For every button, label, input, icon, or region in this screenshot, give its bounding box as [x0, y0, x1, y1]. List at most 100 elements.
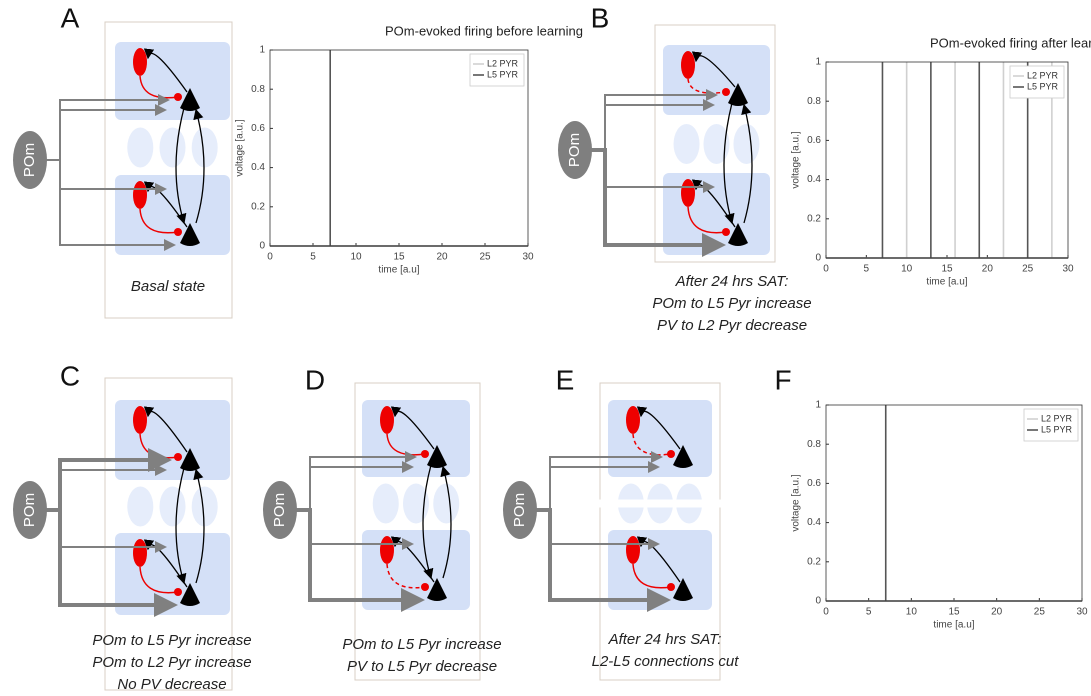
synapse	[174, 453, 182, 461]
x-axis-label: time [a.u]	[933, 620, 974, 631]
circuit-diagram: POm After 24 hrs SAT: POm to L5 Pyr increa…	[558, 24, 812, 334]
pyr-cell	[673, 445, 693, 468]
legend	[469, 53, 525, 87]
caption: POm to L2 Pyr increase	[92, 654, 251, 671]
x-tick-label: 20	[982, 264, 994, 275]
x-tick-label: 15	[393, 252, 405, 263]
y-tick-label: 0.8	[251, 84, 265, 95]
caption: After 24 hrs SAT:	[608, 631, 722, 648]
pyr-cell	[180, 583, 200, 606]
y-tick-label: 0.2	[807, 213, 821, 224]
pyr-cell	[427, 578, 447, 601]
panel-letter: F	[774, 364, 791, 395]
diagram-frame	[654, 24, 776, 263]
cell-bg	[733, 124, 760, 164]
pyr-cell	[180, 223, 200, 246]
synapse	[174, 588, 182, 596]
projection	[536, 508, 671, 612]
excitation	[143, 48, 188, 93]
pv-cell	[133, 48, 147, 76]
pom-node	[558, 121, 592, 179]
chart: POm-evoked firing after learning05101520…	[791, 35, 1091, 287]
pv-cell	[380, 536, 394, 564]
pv-cell	[133, 406, 147, 434]
l2-l5	[175, 107, 187, 225]
pv-cell	[681, 179, 695, 207]
synapse	[174, 228, 182, 236]
projection	[46, 159, 176, 251]
y-tick-label: 0.2	[807, 556, 821, 567]
inhibition	[139, 75, 179, 99]
y-tick-label: 0.8	[807, 96, 821, 107]
legend-label: L5 PYR	[1027, 81, 1059, 91]
circuit-diagram: POm After 24 hrs SAT: L2-L5 connections cu…	[503, 382, 740, 681]
cell-bg	[159, 127, 186, 168]
synapse	[667, 583, 675, 591]
panel-letter: A	[61, 2, 80, 33]
x-axis-label: time [a.u]	[378, 265, 419, 276]
pyr-cell	[427, 445, 447, 468]
pv-cell	[380, 406, 394, 434]
x-tick-label: 5	[866, 607, 872, 618]
panel-letter: C	[60, 360, 80, 391]
synapse	[667, 450, 675, 458]
circuit-diagram: POm POm to L5 Pyr increase POm to L2 Pyr i…	[13, 377, 252, 693]
inhibition	[687, 78, 727, 94]
cell-bg	[703, 124, 730, 164]
chart-title: POm-evoked firing after learning	[930, 35, 1091, 50]
panel-letter: E	[556, 364, 575, 395]
excitation	[390, 406, 435, 450]
pyr-cell	[728, 223, 748, 246]
y-tick-label: 0	[815, 253, 821, 264]
layer-box	[115, 175, 230, 255]
legend-label: L5 PYR	[1041, 424, 1073, 434]
pyr-cell	[180, 448, 200, 471]
x-tick-label: 25	[1034, 607, 1046, 618]
caption: PV to L5 Pyr decrease	[347, 658, 497, 675]
pom-label: POm	[21, 493, 38, 527]
l5-l2	[440, 465, 452, 579]
pom-label: POm	[566, 133, 583, 167]
x-tick-label: 25	[479, 252, 491, 263]
x-tick-label: 20	[436, 252, 448, 263]
y-tick-label: 0	[815, 596, 821, 607]
y-tick-label: 0.6	[807, 135, 821, 146]
l5-l2	[193, 108, 205, 224]
circuit-diagram: POm POm to L5 Pyr increase PV to L5 Pyr de…	[263, 382, 502, 681]
x-tick-label: 25	[1022, 264, 1034, 275]
pyr-cell	[180, 88, 200, 111]
caption: L2-L5 connections cut	[592, 653, 740, 670]
l2-l5	[422, 464, 434, 580]
pv-cell	[626, 536, 640, 564]
inhibition	[687, 206, 727, 234]
inhibition	[139, 566, 179, 594]
caption: PV to L2 Pyr decrease	[657, 317, 807, 334]
x-tick-label: 5	[310, 252, 316, 263]
excitation	[636, 406, 681, 450]
inhibition	[386, 433, 426, 456]
diagram-frame	[104, 21, 233, 319]
x-tick-label: 30	[1062, 264, 1074, 275]
chart-title: POm-evoked firing before learning	[385, 23, 583, 38]
y-axis-label: voltage [a.u.]	[791, 131, 802, 188]
panel-letter: B	[591, 2, 610, 33]
x-tick-label: 0	[823, 607, 829, 618]
cell-bg	[403, 483, 429, 524]
layer-box	[115, 533, 230, 615]
projection	[46, 508, 178, 617]
l5-l2	[741, 103, 753, 224]
cell-bg	[191, 127, 218, 168]
caption: Basal state	[131, 278, 205, 295]
pv-cell	[133, 181, 147, 209]
pv-cell	[681, 51, 695, 79]
cell-bg	[191, 486, 218, 527]
excitation	[143, 406, 188, 453]
y-tick-label: 0.2	[251, 201, 265, 212]
x-axis-label: time [a.u]	[926, 277, 967, 288]
projection	[591, 148, 726, 257]
layer-box	[608, 400, 712, 477]
inhibition	[386, 563, 426, 589]
synapse	[174, 93, 182, 101]
cell-bg	[673, 124, 700, 164]
pom-node	[13, 481, 47, 539]
